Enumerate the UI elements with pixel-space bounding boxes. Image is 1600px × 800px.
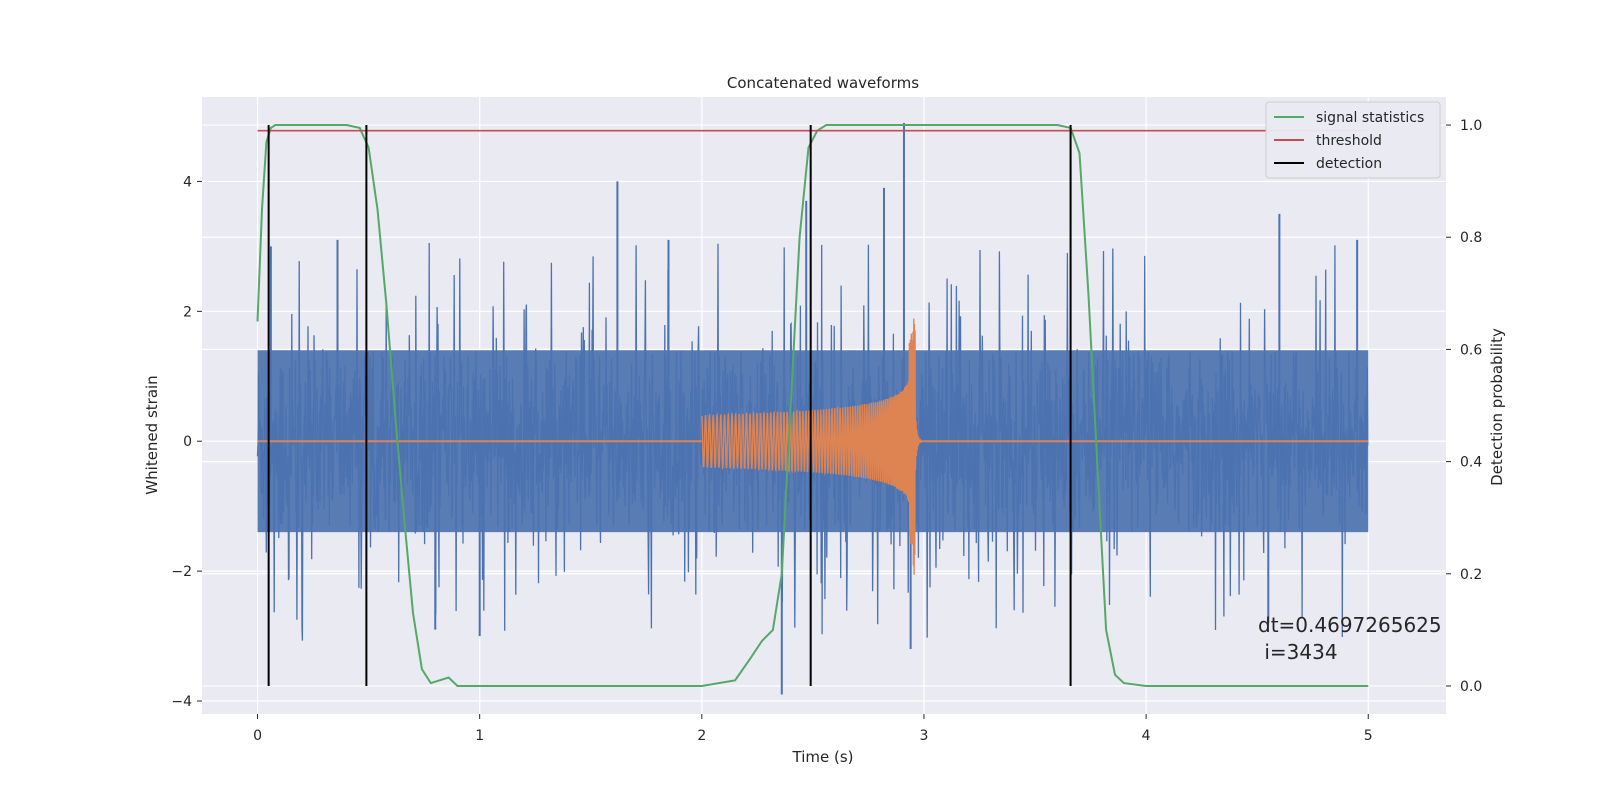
y-left-tick-label: 2 xyxy=(183,304,192,320)
y-right-tick-label: 0.2 xyxy=(1460,567,1482,583)
y-right-tick-label: 0.4 xyxy=(1460,455,1482,471)
y-right-tick-label: 1.0 xyxy=(1460,118,1482,134)
series-layer xyxy=(256,124,1369,687)
x-tick-label: 1 xyxy=(475,728,484,744)
x-axis-label: Time (s) xyxy=(792,748,854,766)
x-tick-label: 4 xyxy=(1142,728,1151,744)
y-right-tick-label: 0.6 xyxy=(1460,342,1482,358)
y-axis-label-right: Detection probability xyxy=(1488,328,1506,486)
annotation-index: i=3434 xyxy=(1258,640,1338,664)
axes-layer: 0 1 2 3 4 5 −4 −2 0 2 4 0.0 0.2 0.4 0.6 0.8 1.0 xyxy=(171,118,1482,744)
annotation-dt: dt=0.4697265625 xyxy=(1258,613,1442,637)
x-tick-label: 0 xyxy=(253,728,262,744)
y-axis-label-left: Whitened strain xyxy=(143,375,161,494)
legend-label: signal statistics xyxy=(1316,110,1424,126)
legend-box xyxy=(1265,101,1441,179)
signal-statistics-line xyxy=(256,124,1369,687)
injection-chirp-line xyxy=(701,318,925,575)
x-tick-label: 3 xyxy=(920,728,929,744)
legend-label: detection xyxy=(1316,156,1382,172)
y-left-tick-label: −2 xyxy=(171,564,192,580)
x-tick-label: 2 xyxy=(697,728,706,744)
y-left-tick-label: 4 xyxy=(183,174,192,190)
x-tick-label: 5 xyxy=(1364,728,1373,744)
legend: signal statistics threshold detection xyxy=(1265,101,1441,179)
y-left-tick-label: −4 xyxy=(171,694,192,710)
chart-title: Concatenated waveforms xyxy=(727,74,919,92)
y-left-tick-label: 0 xyxy=(183,434,192,450)
y-right-tick-label: 0.0 xyxy=(1460,679,1482,695)
injection-layer xyxy=(257,318,1369,575)
y-right-tick-label: 0.8 xyxy=(1460,230,1482,246)
legend-label: threshold xyxy=(1316,133,1382,149)
